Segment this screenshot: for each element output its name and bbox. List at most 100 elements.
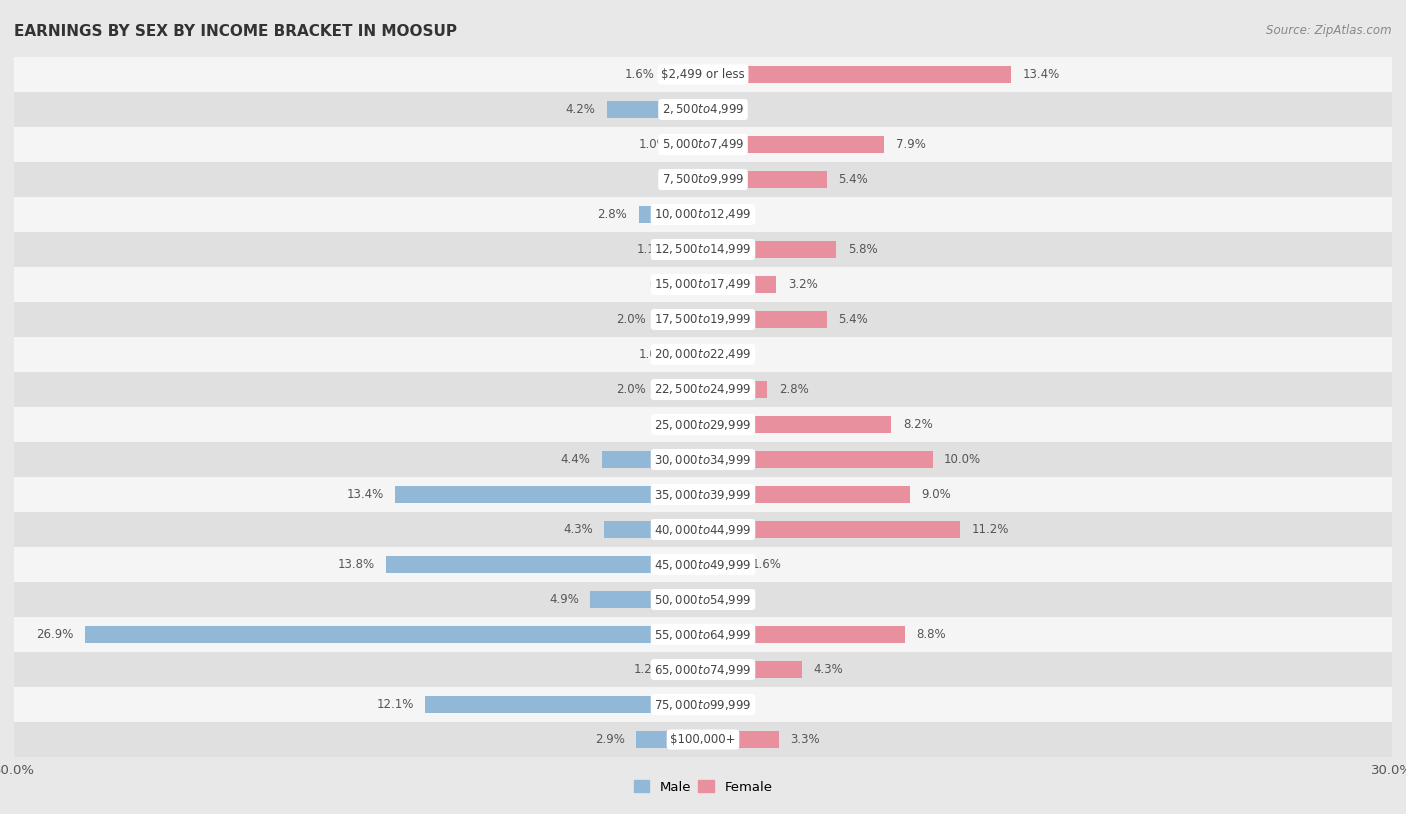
Text: $2,500 to $4,999: $2,500 to $4,999 <box>662 103 744 116</box>
Bar <box>703 626 905 643</box>
Bar <box>606 101 703 118</box>
Bar <box>605 521 703 538</box>
Bar <box>86 626 703 643</box>
Text: 1.1%: 1.1% <box>637 243 666 256</box>
Bar <box>14 547 1392 582</box>
Bar <box>703 171 827 188</box>
Bar <box>395 486 703 503</box>
Text: $12,500 to $14,999: $12,500 to $14,999 <box>654 243 752 256</box>
Text: 1.0%: 1.0% <box>638 138 669 151</box>
Bar <box>14 582 1392 617</box>
Bar <box>657 381 703 398</box>
Text: 2.9%: 2.9% <box>595 733 624 746</box>
Text: 12.1%: 12.1% <box>377 698 413 711</box>
Bar <box>703 311 827 328</box>
Bar <box>387 556 703 573</box>
Text: 4.3%: 4.3% <box>813 663 844 676</box>
Text: 1.6%: 1.6% <box>751 558 782 571</box>
Bar <box>703 451 932 468</box>
Bar <box>703 381 768 398</box>
Bar <box>14 617 1392 652</box>
Text: 8.8%: 8.8% <box>917 628 946 641</box>
Text: $35,000 to $39,999: $35,000 to $39,999 <box>654 488 752 501</box>
Bar <box>638 206 703 223</box>
Text: 0.21%: 0.21% <box>650 278 686 291</box>
Text: 0.0%: 0.0% <box>714 103 744 116</box>
Text: 3.2%: 3.2% <box>787 278 818 291</box>
Text: 0.0%: 0.0% <box>714 348 744 361</box>
Bar <box>14 267 1392 302</box>
Bar <box>657 311 703 328</box>
Bar <box>14 477 1392 512</box>
Bar <box>14 337 1392 372</box>
Bar <box>14 127 1392 162</box>
Text: $25,000 to $29,999: $25,000 to $29,999 <box>654 418 752 431</box>
Text: 11.2%: 11.2% <box>972 523 1010 536</box>
Bar <box>703 66 1011 83</box>
Text: 1.6%: 1.6% <box>624 68 655 81</box>
Text: $75,000 to $99,999: $75,000 to $99,999 <box>654 698 752 711</box>
Bar <box>700 416 703 433</box>
Text: 3.3%: 3.3% <box>790 733 820 746</box>
Text: 7.9%: 7.9% <box>896 138 925 151</box>
Text: 0.1%: 0.1% <box>659 418 689 431</box>
Bar <box>425 696 703 713</box>
Text: 5.4%: 5.4% <box>838 313 869 326</box>
Text: $10,000 to $12,499: $10,000 to $12,499 <box>654 208 752 221</box>
Text: 0.0%: 0.0% <box>662 173 692 186</box>
Bar <box>703 416 891 433</box>
Text: $45,000 to $49,999: $45,000 to $49,999 <box>654 558 752 571</box>
Bar <box>681 136 703 153</box>
Text: 4.3%: 4.3% <box>562 523 593 536</box>
Text: Source: ZipAtlas.com: Source: ZipAtlas.com <box>1267 24 1392 37</box>
Text: $55,000 to $64,999: $55,000 to $64,999 <box>654 628 752 641</box>
Bar <box>14 197 1392 232</box>
Text: $7,500 to $9,999: $7,500 to $9,999 <box>662 173 744 186</box>
Text: $50,000 to $54,999: $50,000 to $54,999 <box>654 593 752 606</box>
Text: 2.8%: 2.8% <box>598 208 627 221</box>
Bar <box>14 512 1392 547</box>
Text: 2.8%: 2.8% <box>779 383 808 396</box>
Bar <box>678 241 703 258</box>
Text: 4.4%: 4.4% <box>561 453 591 466</box>
Bar <box>14 372 1392 407</box>
Text: 13.4%: 13.4% <box>1022 68 1060 81</box>
Bar <box>14 302 1392 337</box>
Text: 2.0%: 2.0% <box>616 383 645 396</box>
Text: $2,499 or less: $2,499 or less <box>661 68 745 81</box>
Bar <box>703 731 779 748</box>
Text: EARNINGS BY SEX BY INCOME BRACKET IN MOOSUP: EARNINGS BY SEX BY INCOME BRACKET IN MOO… <box>14 24 457 39</box>
Text: 13.8%: 13.8% <box>337 558 374 571</box>
Bar <box>602 451 703 468</box>
Bar <box>14 407 1392 442</box>
Bar <box>675 661 703 678</box>
Text: 1.2%: 1.2% <box>634 663 664 676</box>
Text: 5.4%: 5.4% <box>838 173 869 186</box>
Bar <box>703 521 960 538</box>
Bar <box>14 687 1392 722</box>
Text: $15,000 to $17,499: $15,000 to $17,499 <box>654 278 752 291</box>
Text: 1.0%: 1.0% <box>638 348 669 361</box>
Bar <box>666 66 703 83</box>
Bar <box>703 486 910 503</box>
Bar <box>699 276 703 293</box>
Text: 4.2%: 4.2% <box>565 103 595 116</box>
Bar <box>14 232 1392 267</box>
Bar <box>703 661 801 678</box>
Legend: Male, Female: Male, Female <box>628 775 778 799</box>
Text: 26.9%: 26.9% <box>37 628 73 641</box>
Text: $30,000 to $34,999: $30,000 to $34,999 <box>654 453 752 466</box>
Bar <box>681 346 703 363</box>
Bar <box>703 556 740 573</box>
Text: $17,500 to $19,999: $17,500 to $19,999 <box>654 313 752 326</box>
Text: 4.9%: 4.9% <box>550 593 579 606</box>
Text: 0.0%: 0.0% <box>714 208 744 221</box>
Bar <box>637 731 703 748</box>
Bar <box>14 57 1392 92</box>
Bar <box>703 241 837 258</box>
Bar <box>14 442 1392 477</box>
Text: 0.0%: 0.0% <box>714 593 744 606</box>
Text: $40,000 to $44,999: $40,000 to $44,999 <box>654 523 752 536</box>
Bar <box>591 591 703 608</box>
Text: $20,000 to $22,499: $20,000 to $22,499 <box>654 348 752 361</box>
